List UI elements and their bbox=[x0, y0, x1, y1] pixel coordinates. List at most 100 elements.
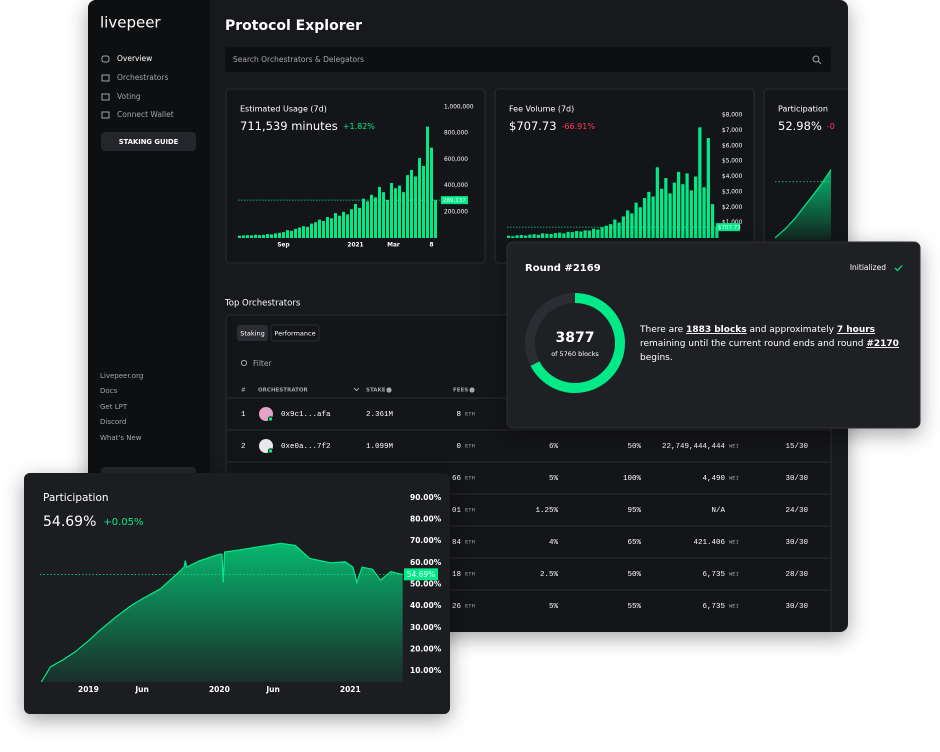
bar bbox=[528, 234, 532, 238]
x-tick-label: 2021 bbox=[347, 243, 363, 249]
cell-fees: 8 bbox=[456, 411, 461, 419]
nav-icon bbox=[101, 111, 110, 119]
bar bbox=[536, 234, 540, 238]
bar bbox=[664, 178, 668, 238]
sort-icon[interactable] bbox=[353, 387, 360, 392]
logo: livepeer bbox=[100, 14, 161, 32]
cell-price-unit: WEI bbox=[729, 474, 739, 481]
bar bbox=[282, 232, 285, 238]
filter-input[interactable]: Filter bbox=[253, 359, 272, 368]
search-bar[interactable] bbox=[225, 47, 831, 72]
cell-reward-cut: 1.25% bbox=[535, 507, 558, 515]
cell-fee-unit: ETH bbox=[465, 410, 475, 417]
bar bbox=[290, 230, 293, 238]
bar bbox=[398, 185, 401, 238]
value: 54.69% bbox=[43, 514, 96, 530]
bar bbox=[314, 222, 317, 238]
bar bbox=[579, 231, 583, 238]
link[interactable]: Get LPT bbox=[100, 403, 128, 411]
bar bbox=[685, 173, 689, 238]
column-header: # bbox=[241, 388, 246, 394]
bar bbox=[318, 219, 321, 238]
filter-icon bbox=[240, 359, 248, 367]
marker-box bbox=[716, 223, 740, 232]
nav-icon bbox=[101, 93, 110, 101]
marker-label: 54.69% bbox=[407, 570, 436, 579]
tab-label: Performance bbox=[274, 330, 315, 338]
y-tick-label: 600,000 bbox=[444, 157, 468, 163]
bar bbox=[330, 218, 333, 238]
x-tick-label: Mar bbox=[387, 243, 400, 249]
card-title: Estimated Usage (7d) bbox=[240, 105, 327, 114]
bar bbox=[382, 192, 385, 238]
y-tick-label: $7,000 bbox=[722, 128, 743, 134]
tab-active[interactable] bbox=[237, 325, 268, 341]
bar bbox=[677, 171, 681, 238]
cell-fees: 01 bbox=[452, 507, 462, 515]
panel-title: Participation bbox=[43, 492, 109, 504]
staking-guide-button[interactable] bbox=[101, 132, 196, 151]
highlight: 7 hours bbox=[837, 325, 875, 335]
round-card-bg bbox=[506, 241, 921, 429]
bar bbox=[286, 230, 289, 238]
link[interactable]: What's New bbox=[100, 434, 142, 442]
bar bbox=[346, 214, 349, 238]
bar bbox=[553, 233, 557, 238]
round-description: begins. bbox=[640, 353, 673, 363]
cell-fees: 26 bbox=[452, 603, 462, 611]
link[interactable]: Docs bbox=[100, 387, 118, 395]
cell-rounds: 30/30 bbox=[785, 539, 808, 547]
link[interactable]: Discord bbox=[100, 418, 126, 426]
bar bbox=[366, 201, 369, 238]
area bbox=[775, 169, 831, 240]
nav-item[interactable]: Voting bbox=[117, 92, 141, 101]
help-icon[interactable] bbox=[469, 387, 475, 393]
bar bbox=[626, 210, 630, 238]
bar bbox=[715, 227, 719, 238]
round-description: There are 1883 blocks and approximately … bbox=[639, 325, 875, 335]
cell-fee-unit: ETH bbox=[465, 442, 475, 449]
cell-fee-share: 100% bbox=[623, 475, 642, 483]
bar bbox=[706, 138, 710, 238]
bar bbox=[532, 234, 536, 238]
bar bbox=[570, 232, 574, 238]
nav-item[interactable]: Connect Wallet bbox=[117, 110, 174, 119]
footer-links: Livepeer.org Docs Get LPT Discord What's… bbox=[100, 372, 143, 442]
nav-item[interactable]: Overview bbox=[117, 54, 152, 63]
y-tick-label: 60.00% bbox=[410, 558, 442, 567]
cell-fee-share: 65% bbox=[627, 539, 641, 547]
button-label: STAKING GUIDE bbox=[119, 138, 179, 146]
change: -0 bbox=[827, 122, 835, 131]
bar bbox=[592, 228, 596, 238]
cell-price-unit: WEI bbox=[729, 538, 739, 545]
bar bbox=[604, 225, 608, 238]
nav-item[interactable]: Orchestrators bbox=[117, 73, 168, 82]
change: -66.91% bbox=[562, 122, 596, 131]
bar bbox=[370, 194, 373, 238]
round-title: Round #2169 bbox=[525, 263, 601, 274]
tab[interactable] bbox=[270, 324, 320, 342]
cell-price: N/A bbox=[711, 507, 725, 515]
link[interactable]: Livepeer.org bbox=[100, 372, 143, 380]
line bbox=[774, 169, 832, 239]
y-tick-label: $3,000 bbox=[722, 189, 743, 195]
cell-rounds: 24/30 bbox=[785, 507, 808, 515]
cell-fee-share: 95% bbox=[627, 507, 641, 515]
bar bbox=[306, 226, 309, 238]
cell-reward-cut: 5% bbox=[549, 603, 559, 611]
bar bbox=[426, 126, 429, 238]
bar bbox=[575, 231, 579, 238]
cell-name: 0xe0a...7f2 bbox=[281, 443, 331, 451]
value: 52.98% bbox=[778, 119, 822, 133]
cell-price-unit: WEI bbox=[729, 442, 739, 449]
change: +0.05% bbox=[103, 517, 143, 528]
bar bbox=[562, 233, 566, 238]
help-icon[interactable] bbox=[386, 387, 392, 393]
round-description: remaining until the current round ends a… bbox=[640, 339, 899, 349]
participation-mini-chart bbox=[774, 169, 832, 240]
search-icon bbox=[817, 60, 822, 65]
bar bbox=[274, 233, 277, 238]
bar bbox=[378, 186, 381, 238]
y-tick-label: 80.00% bbox=[410, 515, 442, 524]
x-tick-label: 2021 bbox=[340, 685, 361, 694]
